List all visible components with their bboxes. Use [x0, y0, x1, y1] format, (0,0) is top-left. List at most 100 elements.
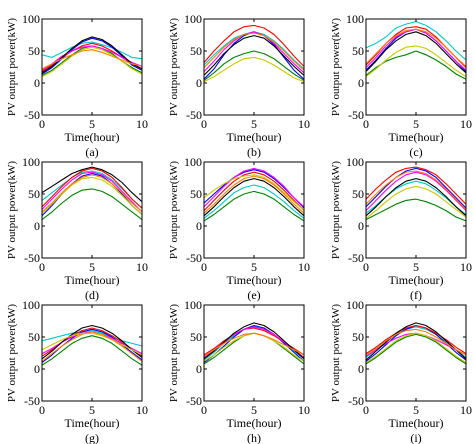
series-line: [366, 198, 466, 222]
y-tick-label: 100: [22, 12, 40, 26]
series-line: [366, 31, 466, 74]
series-group: [42, 166, 142, 221]
x-axis-label: Time(hour): [65, 416, 120, 430]
series-line: [204, 178, 304, 217]
y-tick-label: -50: [186, 108, 202, 122]
y-tick-label: 100: [184, 155, 202, 169]
y-tick-label: 0: [196, 76, 202, 90]
y-tick-label: 0: [34, 362, 40, 376]
series-line: [42, 176, 142, 215]
series-line: [366, 26, 466, 68]
y-tick-label: 0: [196, 219, 202, 233]
y-tick-label: 100: [184, 298, 202, 312]
series-line: [204, 184, 304, 219]
x-tick-label: 0: [363, 117, 369, 131]
y-tick-label: 50: [28, 187, 40, 201]
x-tick-label: 0: [39, 403, 45, 417]
series-line: [42, 166, 142, 203]
series-line: [204, 56, 304, 83]
x-tick-label: 0: [201, 403, 207, 417]
series-line: [204, 24, 304, 67]
y-tick-label: -50: [24, 394, 40, 408]
x-tick-label: 5: [251, 260, 257, 274]
y-tick-label: 50: [190, 187, 202, 201]
series-line: [366, 324, 466, 355]
series-line: [42, 332, 142, 356]
y-tick-label: 100: [346, 12, 364, 26]
x-tick-label: 5: [251, 403, 257, 417]
series-line: [366, 28, 466, 67]
y-axis-label: PV output power(kW): [6, 304, 18, 403]
y-tick-label: 0: [196, 362, 202, 376]
y-tick-label: -50: [348, 108, 364, 122]
x-axis-label: Time(hour): [227, 416, 282, 430]
x-tick-label: 0: [39, 117, 45, 131]
y-tick-label: 0: [34, 76, 40, 90]
x-tick-label: 5: [413, 403, 419, 417]
y-tick-label: -50: [24, 108, 40, 122]
x-tick-label: 10: [136, 117, 148, 131]
x-axis-label: Time(hour): [65, 130, 120, 144]
series-line: [42, 170, 142, 209]
series-line: [42, 41, 142, 60]
x-tick-label: 10: [460, 403, 472, 417]
series-line: [204, 169, 304, 209]
x-tick-label: 10: [460, 117, 472, 131]
y-axis-label: PV output power(kW): [330, 18, 342, 117]
series-group: [204, 167, 304, 222]
y-axis-label: PV output power(kW): [6, 18, 18, 117]
x-tick-label: 0: [363, 403, 369, 417]
y-tick-label: 50: [28, 330, 40, 344]
series-line: [42, 331, 142, 362]
subplot-caption: (g): [85, 431, 99, 444]
x-tick-label: 10: [298, 403, 310, 417]
series-line: [204, 332, 304, 357]
subplot-caption: (h): [247, 431, 261, 444]
series-line: [366, 167, 466, 209]
y-tick-label: -50: [186, 394, 202, 408]
series-line: [42, 330, 142, 347]
y-axis-label: PV output power(kW): [330, 161, 342, 260]
y-tick-label: 100: [22, 298, 40, 312]
x-tick-label: 5: [413, 117, 419, 131]
subplot-caption: (c): [409, 145, 422, 159]
y-tick-label: -50: [186, 251, 202, 265]
y-tick-label: 50: [352, 330, 364, 344]
subplot-caption: (a): [85, 145, 98, 159]
series-line: [42, 171, 142, 213]
series-line: [366, 178, 466, 217]
series-line: [204, 50, 304, 81]
x-tick-label: 10: [460, 260, 472, 274]
series-line: [204, 35, 304, 76]
series-line: [366, 166, 466, 205]
y-tick-label: 100: [346, 298, 364, 312]
series-line: [42, 167, 142, 209]
y-tick-label: 50: [28, 44, 40, 58]
y-tick-label: -50: [24, 251, 40, 265]
series-group: [42, 324, 142, 366]
y-tick-label: 50: [352, 44, 364, 58]
subplot-caption: (i): [410, 431, 421, 444]
y-tick-label: -50: [348, 394, 364, 408]
series-group: [366, 166, 466, 222]
series-line: [366, 171, 466, 211]
series-line: [366, 170, 466, 210]
x-axis-label: Time(hour): [227, 273, 282, 287]
series-line: [204, 167, 304, 208]
y-tick-label: 0: [358, 76, 364, 90]
series-line: [366, 185, 466, 219]
y-tick-label: 0: [34, 219, 40, 233]
subplot-caption: (b): [247, 145, 261, 159]
y-axis-label: PV output power(kW): [330, 304, 342, 403]
y-tick-label: 0: [358, 362, 364, 376]
x-tick-label: 10: [136, 403, 148, 417]
